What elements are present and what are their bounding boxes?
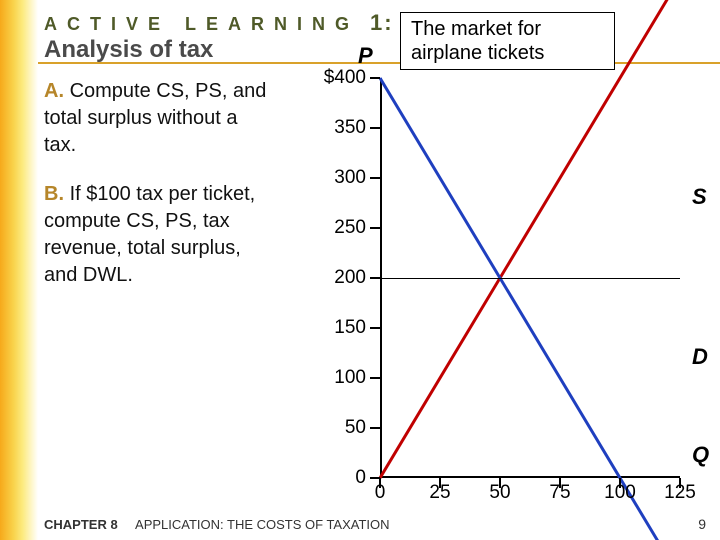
- kicker-text: ACTIVE LEARNING: [44, 14, 359, 34]
- supply-label: S: [692, 184, 707, 210]
- y-tick-label: 50: [306, 417, 366, 439]
- supply-curve: [380, 0, 680, 478]
- y-tick: [370, 277, 380, 279]
- chart-title-line1: The market for: [411, 18, 541, 40]
- y-tick: [370, 77, 380, 79]
- y-tick-label: $400: [306, 67, 366, 89]
- y-tick: [370, 427, 380, 429]
- plot-area: 050100150200250300350$4000255075100125SD: [380, 78, 680, 478]
- y-tick: [370, 127, 380, 129]
- demand-label: D: [692, 344, 708, 370]
- x-tick-label: 125: [655, 482, 705, 504]
- page-number: 9: [698, 516, 706, 532]
- chart-title: The market for airplane tickets: [400, 12, 615, 70]
- question-a-label: A.: [44, 80, 64, 102]
- y-axis-label: P: [358, 43, 373, 69]
- demand-curve: [380, 78, 680, 540]
- kicker-number: 1:: [370, 10, 394, 35]
- subtitle: Analysis of tax: [44, 36, 213, 64]
- x-tick-label: 25: [415, 482, 465, 504]
- question-column: A. Compute CS, PS, and total surplus wit…: [44, 78, 274, 289]
- y-tick: [370, 227, 380, 229]
- x-tick-label: 75: [535, 482, 585, 504]
- question-b: B. If $100 tax per ticket, compute CS, P…: [44, 181, 274, 289]
- y-tick-label: 350: [306, 117, 366, 139]
- footer: CHAPTER 8 APPLICATION: THE COSTS OF TAXA…: [44, 517, 390, 532]
- question-b-label: B.: [44, 183, 64, 205]
- x-tick-label: 100: [595, 482, 645, 504]
- y-tick: [370, 177, 380, 179]
- question-a-text: Compute CS, PS, and total surplus withou…: [44, 80, 266, 156]
- chart: The market for airplane tickets P Q 0501…: [290, 40, 710, 510]
- chart-title-line2: airplane tickets: [411, 42, 544, 64]
- footer-chapter: CHAPTER 8: [44, 517, 118, 532]
- x-tick-label: 0: [355, 482, 405, 504]
- y-tick-label: 300: [306, 167, 366, 189]
- question-a: A. Compute CS, PS, and total surplus wit…: [44, 78, 274, 159]
- kicker: ACTIVE LEARNING 1:: [44, 10, 394, 36]
- y-tick-label: 200: [306, 267, 366, 289]
- x-tick-label: 50: [475, 482, 525, 504]
- side-gradient: [0, 0, 38, 540]
- equilibrium-line: [380, 278, 680, 279]
- question-b-text: If $100 tax per ticket, compute CS, PS, …: [44, 183, 255, 286]
- y-tick-label: 150: [306, 317, 366, 339]
- footer-title: APPLICATION: THE COSTS OF TAXATION: [135, 517, 390, 532]
- x-axis-label: Q: [692, 442, 709, 468]
- y-tick: [370, 377, 380, 379]
- y-tick-label: 250: [306, 217, 366, 239]
- y-tick: [370, 327, 380, 329]
- y-tick-label: 100: [306, 367, 366, 389]
